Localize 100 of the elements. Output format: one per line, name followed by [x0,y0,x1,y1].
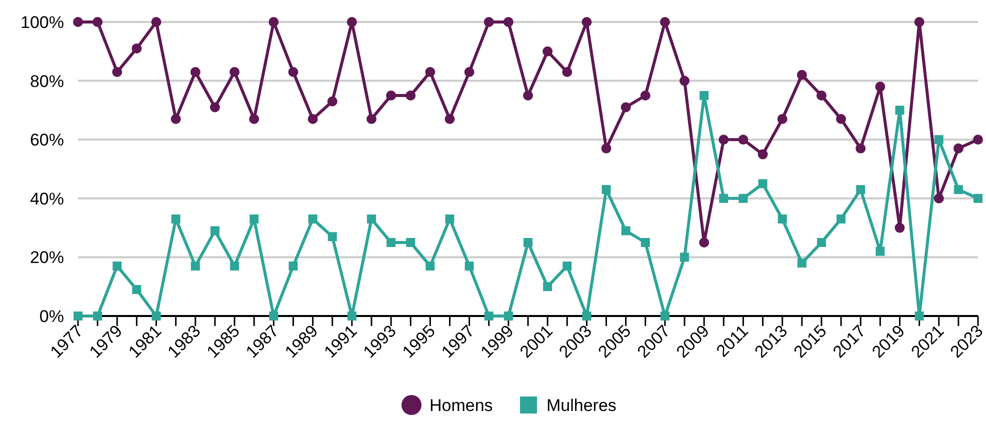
point [74,312,82,320]
point [484,312,494,320]
point [328,232,337,242]
point [660,312,670,320]
point [582,17,592,27]
point [582,312,592,320]
point [680,252,690,262]
point [426,262,435,271]
point [974,194,982,203]
point [93,312,102,320]
y-tick-label: 80% [30,72,64,91]
legend-label: Mulheres [546,396,616,415]
point [210,226,220,236]
point [856,185,866,194]
point [875,82,886,92]
point [327,96,338,106]
point [894,222,905,233]
point [464,66,474,77]
y-tick-label: 20% [30,248,64,268]
point [112,66,122,77]
point [524,238,532,247]
point [249,114,260,124]
point [230,262,240,271]
point [640,238,650,247]
point [797,258,806,268]
y-tick-label: 100% [20,13,64,32]
point [347,312,356,320]
point [288,262,298,271]
point [112,262,122,271]
point [602,185,611,194]
point [268,17,279,27]
point [171,214,180,224]
point [269,312,278,320]
point [386,90,396,100]
point [288,66,298,77]
point [640,90,650,100]
point [406,90,416,100]
point [700,91,709,100]
point [836,114,846,124]
point [190,66,200,77]
point [836,214,846,224]
y-tick-label: 0% [39,307,64,326]
point [876,246,885,256]
point [719,194,728,203]
point [914,17,924,27]
point [73,17,83,27]
point [778,214,787,224]
point [895,106,904,115]
point [601,143,612,154]
point [92,17,103,27]
point [914,312,924,320]
point [620,102,631,112]
point [132,285,142,294]
point [503,17,514,27]
point [758,149,768,160]
point [660,17,670,27]
point [504,312,513,320]
point [621,226,630,236]
point [132,43,142,54]
point [190,262,200,271]
point [777,114,788,124]
point [680,76,690,86]
point [386,238,396,247]
point [210,102,220,112]
point [151,17,162,27]
point [816,90,826,100]
y-tick-label: 60% [30,130,64,150]
point [425,66,436,77]
point [308,214,318,224]
point [406,238,416,247]
point [542,46,553,56]
point [954,185,963,194]
point [699,238,710,248]
point [953,143,964,154]
point [308,114,318,124]
legend-label: Homens [430,396,493,415]
point [250,214,259,224]
point [562,262,572,271]
point [562,66,572,77]
point [230,66,240,77]
point [934,193,944,204]
point [523,90,533,100]
point [718,134,729,145]
point [816,238,826,247]
y-tick-label: 40% [30,189,64,208]
point [738,134,748,145]
point [346,17,357,27]
point [152,312,161,320]
point [484,17,494,27]
point [445,214,454,224]
point [856,143,866,154]
point [170,114,181,124]
point [366,114,376,124]
point [758,179,768,188]
point [934,135,944,144]
point [543,282,552,292]
point [444,114,455,124]
point [464,262,474,271]
point [738,194,748,203]
point [366,214,376,224]
